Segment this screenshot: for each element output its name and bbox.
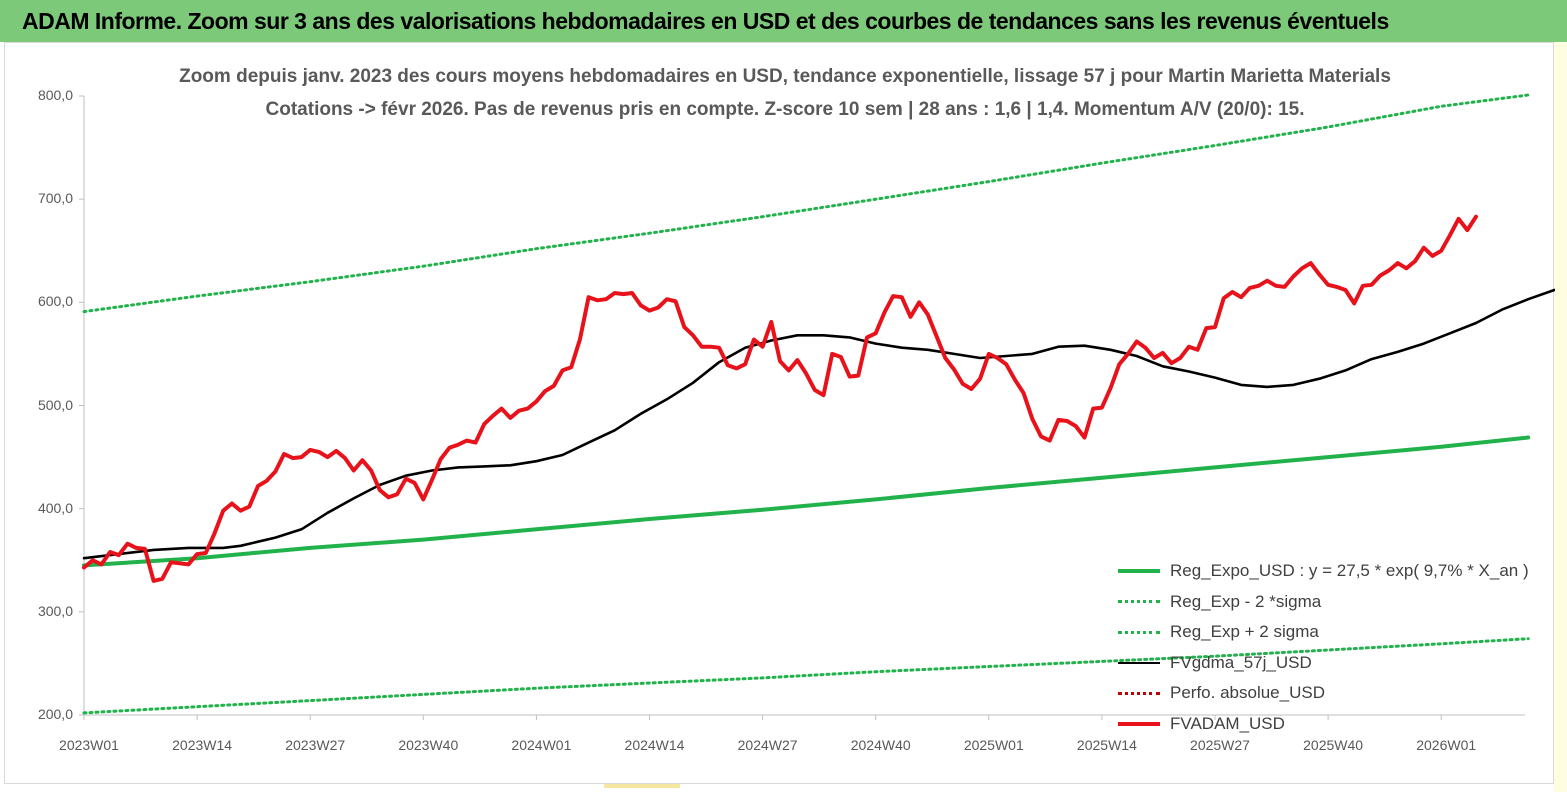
legend-swatch xyxy=(1118,661,1160,664)
x-tick-label: 2023W01 xyxy=(59,737,119,753)
banner-title: ADAM Informe. Zoom sur 3 ans des valoris… xyxy=(22,7,1389,34)
legend-label: Reg_Exp - 2 *sigma xyxy=(1170,591,1322,611)
legend-label: FVgdma_57j_USD xyxy=(1170,652,1312,672)
legend-swatch xyxy=(1118,569,1160,574)
legend-label: FVADAM_USD xyxy=(1170,713,1285,733)
legend-label: Reg_Exp + 2 sigma xyxy=(1170,622,1319,642)
x-tick-label: 2023W14 xyxy=(172,737,233,753)
x-tick-label: 2023W27 xyxy=(285,737,346,753)
reg-expo-trend-line xyxy=(82,435,1531,568)
legend-label: Perfo. absolue_USD xyxy=(1170,683,1325,703)
legend-item: Reg_Exp - 2 *sigma xyxy=(1118,587,1529,618)
x-tick-label: 2025W01 xyxy=(963,737,1024,753)
legend-item: FVADAM_USD xyxy=(1118,709,1529,740)
upper-band-line xyxy=(82,93,1530,314)
x-tick-label: 2023W40 xyxy=(398,737,459,753)
legend-swatch xyxy=(1118,721,1160,726)
right-edge-strip xyxy=(1554,42,1567,792)
y-tick-label: 600,0 xyxy=(37,293,73,310)
legend-item: Reg_Expo_USD : y = 27,5 * exp( 9,7% * X_… xyxy=(1118,556,1529,587)
y-tick-label: 500,0 xyxy=(37,396,73,413)
chart-plot xyxy=(79,93,1555,720)
report-banner: ADAM Informe. Zoom sur 3 ans des valoris… xyxy=(0,0,1567,42)
chart-legend: Reg_Expo_USD : y = 27,5 * exp( 9,7% * X_… xyxy=(1118,556,1529,739)
legend-item: Perfo. absolue_USD xyxy=(1118,678,1529,709)
chart-subtitle: Cotations -> févr 2026. Pas de revenus p… xyxy=(265,99,1305,120)
x-tick-label: 2025W27 xyxy=(1190,737,1250,753)
y-tick-label: 800,0 xyxy=(37,87,73,103)
lower-band-line xyxy=(82,637,1530,715)
y-tick-label: 200,0 xyxy=(37,706,73,722)
legend-swatch xyxy=(1118,600,1160,604)
legend-swatch xyxy=(1118,630,1160,634)
x-tick-label: 2024W27 xyxy=(737,737,798,753)
x-tick-label: 2025W14 xyxy=(1076,737,1137,753)
x-tick-label: 2024W14 xyxy=(624,737,685,753)
y-tick-label: 300,0 xyxy=(37,602,73,619)
y-tick-label: 400,0 xyxy=(37,499,73,516)
fvadam-price-line xyxy=(82,214,1478,583)
chart-panel: Zoom depuis janv. 2023 des cours moyens … xyxy=(4,42,1555,784)
legend-label: Reg_Expo_USD : y = 27,5 * exp( 9,7% * X_… xyxy=(1170,561,1529,581)
x-tick-label: 2026W01 xyxy=(1416,737,1477,753)
x-tick-label: 2024W40 xyxy=(850,737,911,753)
chart-title: Zoom depuis janv. 2023 des cours moyens … xyxy=(179,66,1391,87)
smoothed-57j-line xyxy=(82,288,1555,560)
legend-item: Reg_Exp + 2 sigma xyxy=(1118,617,1529,648)
x-tick-label: 2024W01 xyxy=(511,737,572,753)
legend-item: FVgdma_57j_USD xyxy=(1118,648,1529,679)
footer-marker xyxy=(604,784,680,788)
y-tick-label: 700,0 xyxy=(37,190,73,207)
legend-swatch xyxy=(1118,691,1160,695)
x-tick-label: 2025W40 xyxy=(1303,737,1364,753)
